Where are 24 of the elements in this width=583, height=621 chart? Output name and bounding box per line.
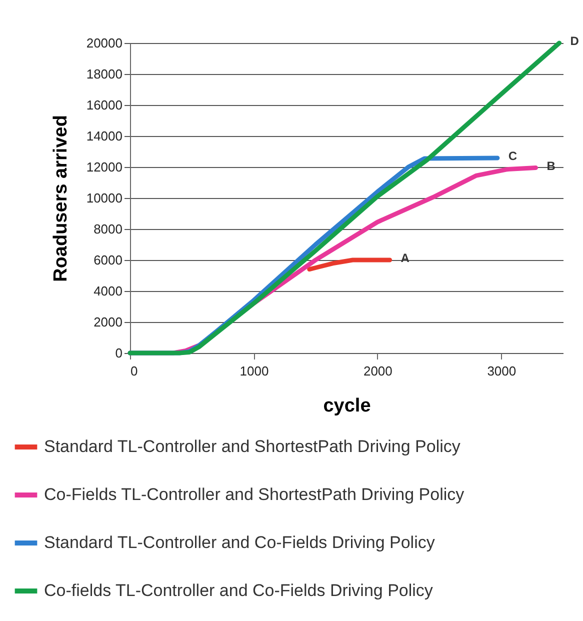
y-tick-label: 6000 [94, 252, 122, 268]
annotation: C [508, 149, 518, 164]
y-axis-title: Roadusers arrived [50, 115, 72, 282]
y-tick-label: 0 [115, 346, 122, 360]
legend-label: Co-fields TL-Controller and Co-Fields Driving Policy [44, 581, 434, 600]
y-tick-label: 12000 [86, 160, 122, 174]
y-tick-label: 18000 [86, 66, 122, 82]
legend-label: Co-Fields TL-Controller and ShortestPath Driving Policy [44, 485, 465, 504]
y-tick-label: 2000 [94, 314, 122, 330]
y-tick-label: 10000 [86, 190, 122, 206]
y-tick-label: 14000 [86, 128, 122, 144]
x-tick-label: 0 [130, 364, 138, 378]
y-tick-label: 4000 [94, 284, 122, 298]
legend-label: Standard TL-Controller and ShortestPath Driving Policy [44, 437, 461, 456]
legend-label: Standard TL-Controller and Co-Fields Driving Policy [44, 533, 436, 552]
x-tick-label: 1000 [240, 364, 269, 378]
y-tick-label: 16000 [86, 98, 122, 112]
y-tick-label: 20000 [86, 36, 122, 50]
x-axis-title: cycle [323, 396, 371, 416]
x-tick-label: 2000 [363, 364, 392, 378]
y-tick-label: 8000 [94, 222, 122, 236]
x-tick-label: 3000 [487, 364, 516, 378]
line-series [307, 258, 392, 272]
annotation: D [570, 34, 580, 48]
